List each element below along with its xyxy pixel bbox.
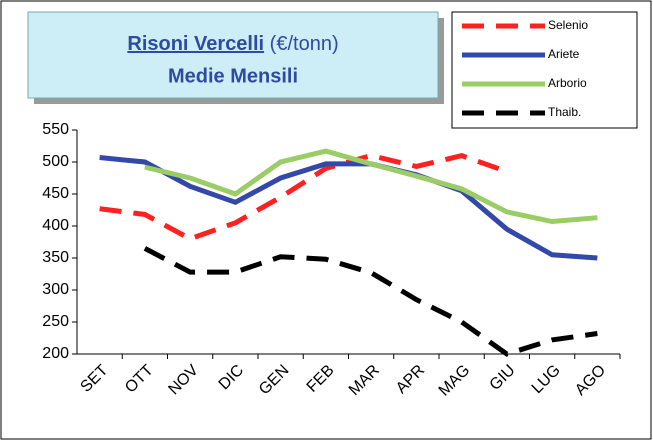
y-tick-label: 500 — [42, 153, 69, 170]
y-tick-label: 400 — [42, 217, 69, 234]
chart-subtitle: Medie Mensili — [168, 65, 298, 87]
title-box — [27, 11, 439, 99]
series-line — [99, 155, 598, 261]
series-line — [143, 246, 598, 357]
y-tick-label: 550 — [42, 121, 69, 138]
y-tick-label: 200 — [42, 345, 69, 362]
chart-title: Risoni Vercelli — [127, 33, 264, 55]
legend-label: Thaib. — [548, 105, 581, 119]
y-tick-label: 300 — [42, 281, 69, 298]
legend-label: Selenio — [548, 18, 588, 32]
y-tick-label: 350 — [42, 249, 69, 266]
series-line — [144, 148, 598, 225]
chart-unit: (€/tonn) — [270, 33, 339, 55]
y-tick-label: 250 — [42, 313, 69, 330]
y-tick-label: 450 — [42, 185, 69, 202]
legend-label: Arborio — [548, 76, 587, 90]
chart-title-line: Risoni Vercelli (€/tonn) — [127, 33, 338, 55]
legend-label: Ariete — [548, 47, 580, 61]
legend-box — [451, 11, 638, 129]
series-line — [99, 152, 508, 242]
